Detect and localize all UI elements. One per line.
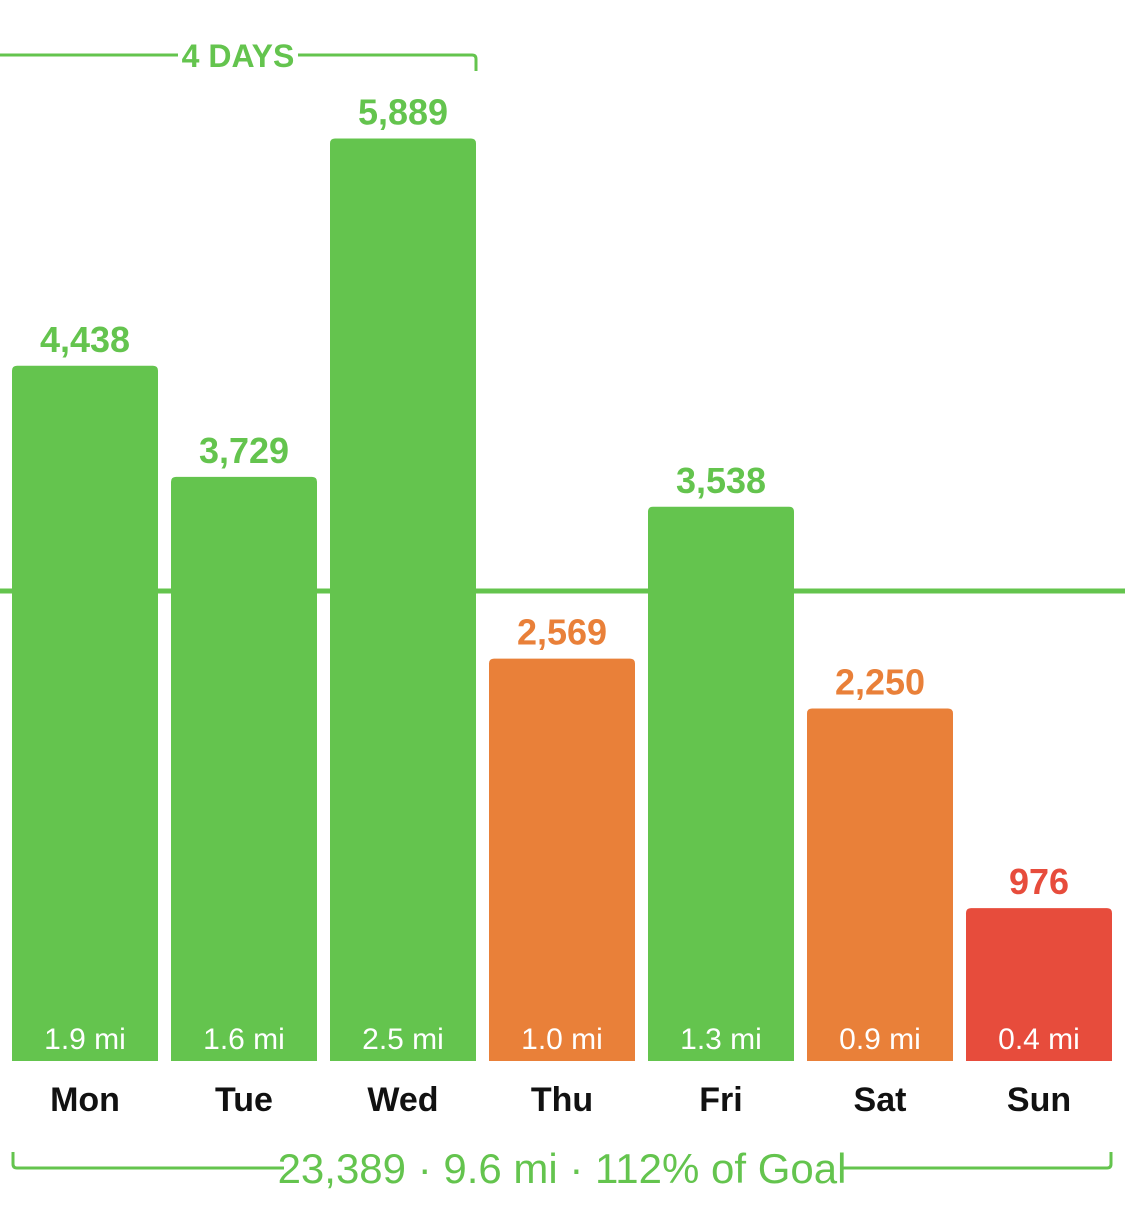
day-label-sat: Sat xyxy=(854,1081,907,1119)
bar-wed xyxy=(330,138,476,1061)
streak-bracket-right-line xyxy=(298,53,478,71)
day-label-fri: Fri xyxy=(699,1081,742,1119)
bar-sun xyxy=(966,908,1112,1061)
day-label-mon: Mon xyxy=(50,1081,120,1119)
distance-label-wed: 2.5 mi xyxy=(362,1023,444,1056)
distance-label-fri: 1.3 mi xyxy=(680,1023,762,1056)
bar-sat xyxy=(807,708,953,1061)
summary-bracket-left-line xyxy=(11,1152,284,1170)
day-label-tue: Tue xyxy=(215,1081,273,1119)
summary-bracket: 23,389 · 9.6 mi · 112% of Goal xyxy=(11,1145,1113,1192)
value-label-thu: 2,569 xyxy=(517,612,607,653)
streak-bracket: 4 DAYS xyxy=(0,38,478,74)
distance-label-tue: 1.6 mi xyxy=(203,1023,285,1056)
day-label-sun: Sun xyxy=(1007,1081,1071,1119)
value-label-sat: 2,250 xyxy=(835,662,925,703)
distance-label-sat: 0.9 mi xyxy=(839,1023,921,1056)
distance-label-mon: 1.9 mi xyxy=(44,1023,126,1056)
value-label-mon: 4,438 xyxy=(40,319,130,360)
distance-label-sun: 0.4 mi xyxy=(998,1023,1080,1056)
day-label-thu: Thu xyxy=(531,1081,593,1119)
bars-layer xyxy=(12,138,1112,1061)
bar-tue xyxy=(171,476,317,1061)
bar-thu xyxy=(489,658,635,1061)
summary-bracket-right-line xyxy=(840,1152,1113,1170)
distance-label-thu: 1.0 mi xyxy=(521,1023,603,1056)
summary-label: 23,389 · 9.6 mi · 112% of Goal xyxy=(278,1145,847,1192)
value-label-wed: 5,889 xyxy=(358,91,448,132)
bar-fri xyxy=(648,506,794,1061)
value-label-tue: 3,729 xyxy=(199,430,289,471)
bar-mon xyxy=(12,365,158,1061)
labels-layer: 4,438 1.9 mi Mon 3,729 1.6 mi Tue 5,889 2.5 mi W… xyxy=(40,91,1080,1119)
value-label-sun: 976 xyxy=(1009,861,1069,902)
streak-label: 4 DAYS xyxy=(182,38,295,74)
value-label-fri: 3,538 xyxy=(676,460,766,501)
day-label-wed: Wed xyxy=(367,1081,438,1119)
